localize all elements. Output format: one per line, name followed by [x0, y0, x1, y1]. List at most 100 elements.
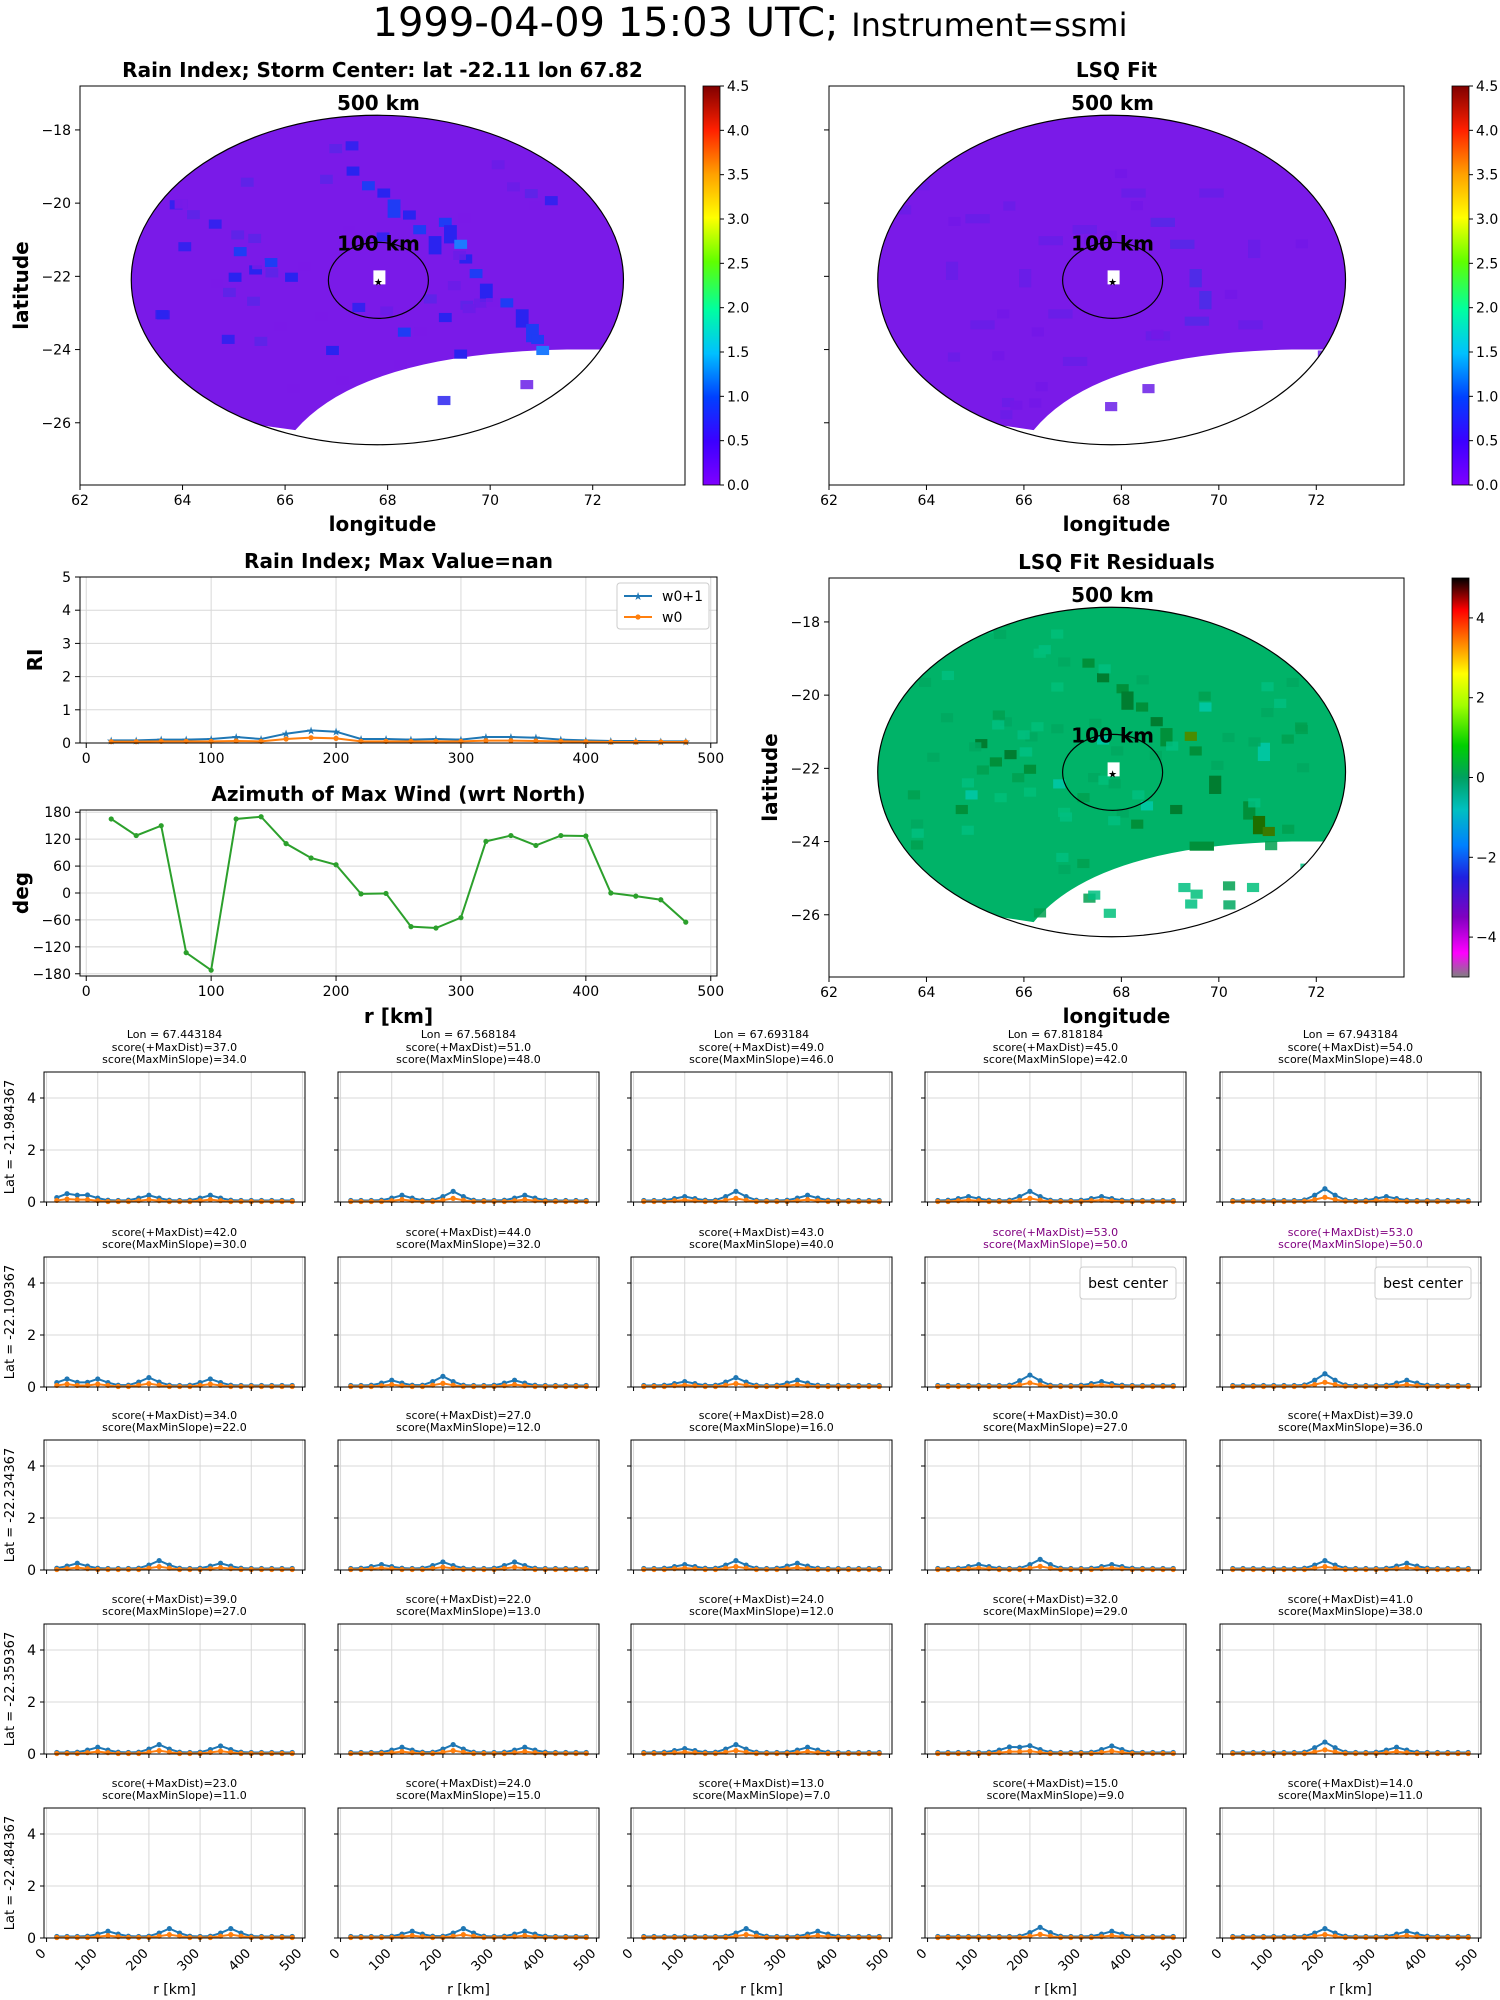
series-w0-point [1250, 1750, 1256, 1757]
series-w0-point [1434, 1198, 1441, 1205]
axes-frame [43, 1439, 306, 1571]
series-w0-point [671, 1934, 678, 1941]
series-w0p1-point [1312, 1192, 1318, 1198]
series-w0-point [1129, 1383, 1135, 1390]
series-w0-point [1312, 1933, 1318, 1939]
y-tick-label: −22 [790, 761, 820, 777]
x-tick-label: 66 [1015, 985, 1033, 1001]
series-w0p1-point [460, 1193, 466, 1200]
series-w0-point [430, 1198, 436, 1205]
x-tick-label: 68 [1112, 985, 1130, 1001]
x-tick-label: 72 [584, 493, 602, 509]
series-w0-point [399, 1197, 405, 1203]
y-tick-label: −180 [33, 967, 71, 983]
series-w0p1-point [409, 1928, 415, 1934]
series-w0-point [1068, 1934, 1074, 1941]
field-cell [1338, 607, 1346, 615]
series-w0-point [753, 1383, 759, 1390]
series-w0-point [1150, 1383, 1156, 1390]
series-w0-point [269, 1934, 275, 1941]
series-w0-point [1047, 1750, 1053, 1757]
series-w0-point [1068, 1198, 1074, 1205]
colorbar-tick-label: 4 [1476, 611, 1485, 627]
field-cell [265, 268, 279, 278]
series-w0-point [1373, 1934, 1379, 1941]
field-cell [1265, 841, 1278, 851]
score-maxdist: score(+MaxDist)=32.0 [993, 1593, 1118, 1606]
series-w0-point [1017, 1197, 1023, 1203]
field-cell [997, 309, 1010, 319]
score-maxdist: score(+MaxDist)=27.0 [406, 1409, 531, 1422]
series-w0-point [146, 1565, 152, 1571]
series-w0-point [269, 1383, 275, 1390]
series-w0-point [733, 1748, 739, 1754]
field-cell [1151, 329, 1164, 339]
field-cell [1031, 327, 1044, 337]
series-w0-point [508, 738, 514, 744]
series-w0-point [1281, 1566, 1287, 1573]
series-w0-point [279, 1566, 285, 1573]
y-tick-label: −22 [41, 269, 71, 285]
series-w0-point [207, 1381, 213, 1387]
series-w0-point [1383, 1750, 1389, 1756]
series-w0-point [491, 1383, 497, 1390]
series-w0p1-point [682, 1378, 688, 1385]
y-tick-label: 3 [62, 636, 71, 652]
field-cell [1363, 339, 1375, 348]
series-azimuth-point [408, 924, 414, 930]
series-w0-point [136, 1566, 142, 1573]
series-w0-point [712, 1934, 719, 1941]
series-w0p1-point [389, 1377, 395, 1383]
series-w0p1-point [1037, 1924, 1043, 1930]
field-cell [180, 117, 193, 127]
field-cell [1362, 785, 1374, 794]
series-w0-point [1363, 1198, 1369, 1205]
series-w0-point [207, 1934, 213, 1941]
y-tick-label: 0 [27, 1563, 36, 1579]
series-w0-point [794, 1382, 800, 1388]
field-cell [1178, 882, 1191, 893]
series-w0-point [866, 1198, 872, 1205]
field-cell [992, 710, 1005, 720]
series-w0-point [419, 1566, 426, 1573]
series-w0-point [1353, 1750, 1359, 1757]
series-w0-point [1301, 1750, 1308, 1757]
series-w0-point [248, 1198, 254, 1205]
series-w0-point [248, 1566, 254, 1573]
series-w0-point [1393, 1383, 1400, 1389]
series-w0-point [1006, 1198, 1013, 1205]
series-w0-point [533, 738, 539, 744]
series-w0-point [1037, 1197, 1043, 1203]
series-w0-point [501, 1750, 507, 1757]
field-cell [1252, 815, 1266, 835]
series-w0-point [125, 1198, 132, 1205]
x-tick-label: 0 [33, 1946, 49, 1962]
series-w0-point [753, 1198, 759, 1205]
field-cell [254, 336, 268, 346]
series-w0p1-point [460, 1926, 466, 1932]
series-w0-point [217, 1565, 224, 1571]
field-cell [1062, 356, 1088, 367]
series-w0p1-point [378, 1561, 385, 1568]
axes-frame [1219, 1256, 1482, 1388]
series-w0p1-point [1404, 1560, 1410, 1566]
y-tick-label: 2 [27, 1328, 36, 1344]
field-cell [1261, 682, 1274, 692]
series-w0-point [289, 1750, 295, 1757]
field-cell [940, 713, 954, 723]
score-maxminslope: score(MaxMinSlope)=29.0 [983, 1605, 1128, 1618]
series-w0-point [774, 1198, 780, 1205]
series-w0-point [1332, 1382, 1338, 1388]
series-w0-point [125, 1750, 132, 1757]
series-w0-point [835, 1566, 841, 1573]
row-lat-label: Lat = -22.109367 [3, 1265, 18, 1379]
series-w0-point [289, 1566, 295, 1573]
field-cell [1166, 741, 1179, 751]
series-w0p1-line [350, 1190, 587, 1202]
series-w0-point [1353, 1198, 1359, 1205]
series-w0-point [671, 1383, 678, 1389]
colorbar-tick-label: 4.5 [727, 79, 749, 95]
series-w0-point [74, 1750, 80, 1757]
field-cell [1142, 384, 1155, 394]
series-w0-point [845, 1750, 852, 1757]
